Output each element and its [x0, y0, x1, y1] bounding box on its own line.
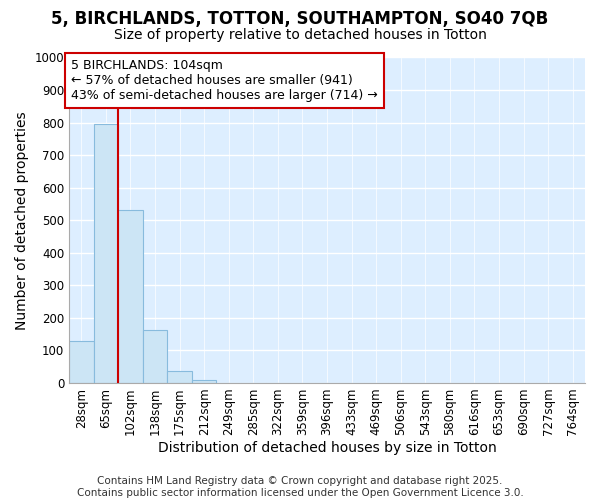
Bar: [118, 210, 143, 383]
Text: Size of property relative to detached houses in Totton: Size of property relative to detached ho…: [113, 28, 487, 42]
Text: Contains HM Land Registry data © Crown copyright and database right 2025.
Contai: Contains HM Land Registry data © Crown c…: [77, 476, 523, 498]
X-axis label: Distribution of detached houses by size in Totton: Distribution of detached houses by size …: [158, 441, 496, 455]
Bar: [94, 124, 118, 383]
Y-axis label: Number of detached properties: Number of detached properties: [15, 111, 29, 330]
Bar: [143, 330, 167, 383]
Bar: [192, 380, 217, 383]
Text: 5 BIRCHLANDS: 104sqm
← 57% of detached houses are smaller (941)
43% of semi-deta: 5 BIRCHLANDS: 104sqm ← 57% of detached h…: [71, 59, 378, 102]
Bar: [69, 340, 94, 383]
Bar: [167, 370, 192, 383]
Text: 5, BIRCHLANDS, TOTTON, SOUTHAMPTON, SO40 7QB: 5, BIRCHLANDS, TOTTON, SOUTHAMPTON, SO40…: [52, 10, 548, 28]
